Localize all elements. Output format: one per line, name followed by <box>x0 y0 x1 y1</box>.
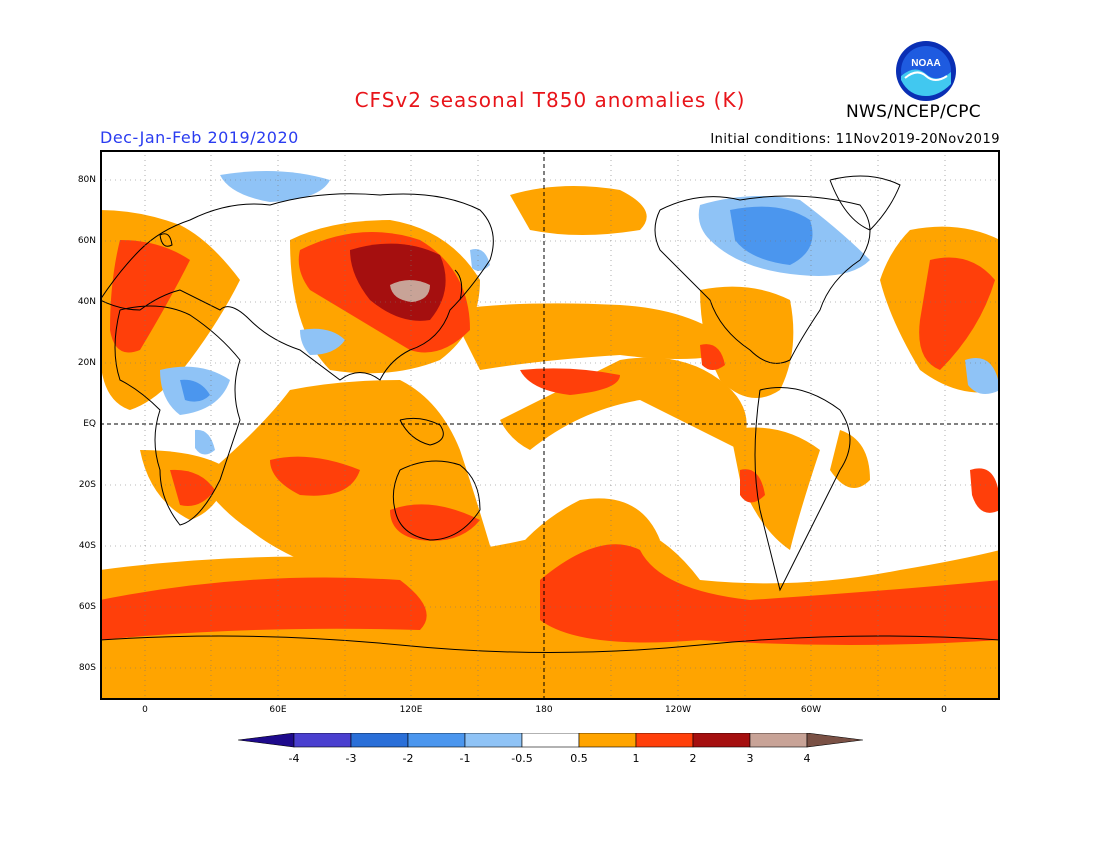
colorbar-label: 4 <box>803 752 811 765</box>
lon-label-120e: 120E <box>399 705 423 715</box>
colorbar-cell-min <box>238 733 295 748</box>
agency-label: NWS/NCEP/CPC <box>846 102 981 122</box>
lat-label-80s: 80S <box>78 663 96 673</box>
colorbar <box>238 733 863 748</box>
lat-label-eq: EQ <box>83 419 96 429</box>
colorbar-label: -1 <box>459 752 471 765</box>
anomaly-midblue-regions <box>180 206 813 402</box>
initial-conditions-label: Initial conditions: 11Nov2019-20Nov2019 <box>710 132 1000 147</box>
chart-title: CFSv2 seasonal T850 anomalies (K) <box>354 88 746 112</box>
colorbar-cell <box>578 733 637 748</box>
lon-label-60e: 60E <box>269 705 287 715</box>
colorbar-label: -2 <box>402 752 414 765</box>
lon-label-120w: 120W <box>664 705 692 715</box>
colorbar-label: 0.5 <box>570 752 588 765</box>
coastlines <box>100 175 1000 653</box>
colorbar-cell <box>464 733 523 748</box>
lat-label-20n: 20N <box>77 358 96 368</box>
anomaly-brown-region <box>390 280 430 302</box>
lat-label-40n: 40N <box>77 297 96 307</box>
lon-label-180: 180 <box>535 705 553 715</box>
colorbar-cell <box>521 733 580 748</box>
colorbar-label: -3 <box>345 752 357 765</box>
anomaly-orange-regions <box>100 186 1000 700</box>
colorbar-cell <box>749 733 808 748</box>
lat-label-60n: 60N <box>77 236 96 246</box>
colorbar-label: 2 <box>689 752 697 765</box>
colorbar-cell <box>692 733 751 748</box>
colorbar-label: 3 <box>746 752 754 765</box>
map-frame <box>100 150 1000 700</box>
colorbar-cell-max <box>806 733 863 748</box>
lon-label-60w: 60W <box>800 705 822 715</box>
colorbar-cell <box>293 733 352 748</box>
lat-label-60s: 60S <box>78 602 96 612</box>
lon-label-0-right: 0 <box>941 705 947 715</box>
colorbar-label: -0.5 <box>511 752 533 765</box>
colorbar-label: 1 <box>632 752 640 765</box>
colorbar-cell <box>407 733 466 748</box>
colorbar-cell <box>635 733 694 748</box>
lon-label-0: 0 <box>142 705 148 715</box>
noaa-logo: NOAA <box>896 41 956 101</box>
season-label: Dec-Jan-Feb 2019/2020 <box>100 128 299 147</box>
colorbar-cell <box>350 733 409 748</box>
temperature-anomaly-map <box>100 150 1000 700</box>
reference-lines <box>100 150 1000 700</box>
colorbar-label: -4 <box>288 752 300 765</box>
lat-label-20s: 20S <box>78 480 96 490</box>
lat-label-80n: 80N <box>77 175 96 185</box>
lat-label-40s: 40S <box>78 541 96 551</box>
graticule <box>100 150 1000 700</box>
noaa-logo-text: NOAA <box>911 58 940 69</box>
